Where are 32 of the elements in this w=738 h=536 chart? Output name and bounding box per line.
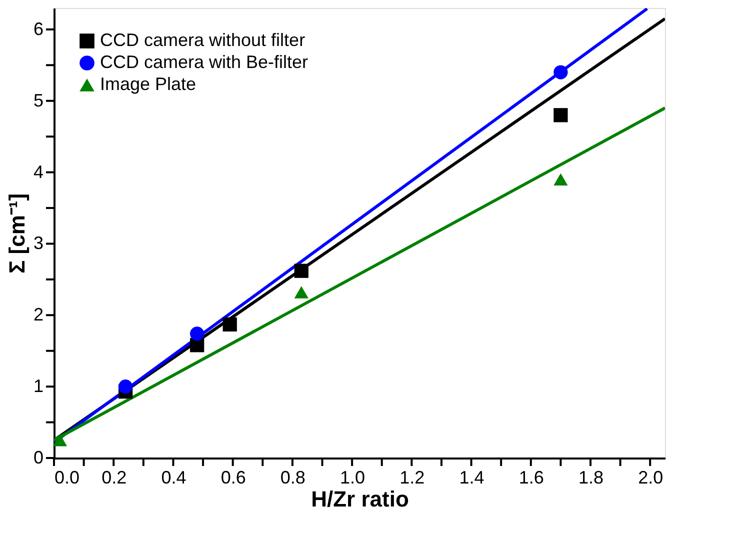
point [118,380,133,394]
x-tick-label: 0.0 [54,468,80,488]
y-tick-label: 2 [33,304,44,325]
x-axis-title: H/Zr ratio [311,486,409,512]
point [554,108,568,122]
point [52,434,68,446]
y-axis-title: Σ [cm⁻¹] [4,193,30,274]
x-tick-label: 0.4 [161,468,186,488]
y-tick-label: 5 [33,90,44,110]
x-tick-label: 1.8 [578,468,604,488]
y-tick-label: 0 [33,448,44,468]
point [222,317,237,332]
x-tick-label: 1.4 [459,468,484,488]
point [554,173,568,186]
y-tick-label: 6 [33,18,44,39]
point [554,65,568,80]
y-tick-label: 1 [33,376,44,396]
legend-label: CCD camera without filter [100,30,306,50]
point [294,264,308,278]
legend-label: CCD camera with Be-filter [100,52,308,72]
x-tick-label: 1.0 [340,468,366,488]
x-tick-label: 1.2 [400,468,425,488]
x-tick-label: 1.6 [518,468,544,488]
x-tick-label: 0.6 [220,468,246,488]
point [294,286,308,298]
y-tick-label: 4 [33,162,44,182]
point [190,326,204,341]
x-tick-label: 0.8 [280,468,306,488]
x-tick-label: 0.2 [102,468,127,488]
legend-label: Image Plate [100,74,196,94]
y-tick-label: 3 [33,233,44,254]
x-tick-label: 2.0 [638,468,664,488]
